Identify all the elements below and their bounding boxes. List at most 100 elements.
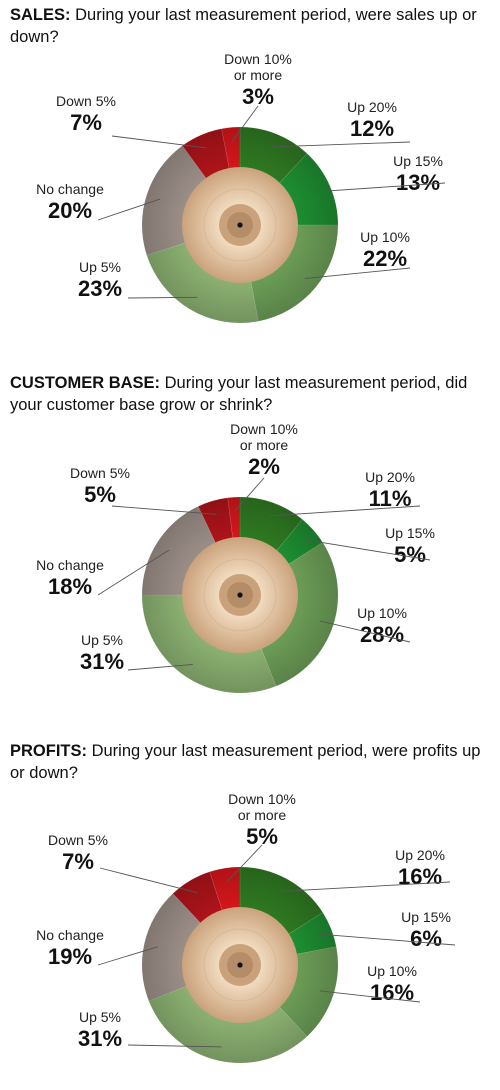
slice-label-value-up-10: 28% [360,622,404,647]
slice-label-down-5: Down 5%7% [56,93,116,135]
leader-line-no-change [97,198,161,221]
cymbal-hole [237,962,243,968]
leader-line-up-15 [317,182,446,193]
leader-line-up-5 [127,1044,222,1048]
leader-line-no-change [97,946,159,966]
slice-label-value-up-5: 23% [78,276,122,301]
slice-label-name-up-15: Up 15% [393,153,443,169]
cymbal-hole [237,222,243,228]
leader-line-down-10 [234,477,265,512]
slice-label-up-10: Up 10%28% [357,605,407,647]
leader-line-up-10 [319,620,411,643]
slice-label-value-no-change: 19% [48,944,92,969]
profits-question: PROFITS: During your last measurement pe… [10,740,490,784]
slice-label-up-5: Up 5%31% [80,632,124,674]
slice-label-value-up-20: 12% [350,116,394,141]
leader-line-up-10 [319,990,421,1003]
slice-label-name-up-10: Up 10% [357,605,407,621]
slice-label-up-10: Up 10%16% [367,963,417,1005]
customer-base-question-text: During your last measurement period, did… [10,374,468,414]
slice-label-name-up-10: Up 10% [367,963,417,979]
leader-line-up-5 [127,664,193,671]
slice-label-up-15: Up 15%13% [393,153,443,195]
customer-base-question: CUSTOMER BASE: During your last measurem… [10,372,490,416]
slice-label-name-down-10: or more [238,807,286,823]
leader-line-up-20 [268,505,421,517]
sales-question: SALES: During your last measurement peri… [10,4,490,48]
leader-line-down-10 [226,844,263,883]
slice-label-value-up-5: 31% [78,1026,122,1051]
slice-label-name-no-change: No change [36,557,104,573]
slice-label-name-up-15: Up 15% [385,525,435,541]
cymbal-hole [237,592,243,598]
sales-pie-chart: Up 20%12% Up 15%13% Up 10%22% Up 5%23% No ch… [36,51,446,324]
slice-label-name-down-5: Down 5% [48,832,108,848]
slice-label-name-up-5: Up 5% [79,259,121,275]
profits-question-lead: PROFITS: [10,742,87,760]
slice-label-name-down-10: Down 10% [228,791,296,807]
slice-label-name-no-change: No change [36,181,104,197]
slice-label-value-up-20: 16% [398,864,442,889]
slice-label-name-down-5: Down 5% [56,93,116,109]
slice-label-value-down-5: 7% [62,849,94,874]
slice-label-name-up-20: Up 20% [365,469,415,485]
sales-question-lead: SALES: [10,6,71,24]
customer-base-question-lead: CUSTOMER BASE: [10,374,161,392]
slice-label-name-no-change: No change [36,927,104,943]
slice-label-value-down-5: 7% [70,110,102,135]
slice-label-value-down-5: 5% [84,482,116,507]
profits-pie-chart: Up 20%16%Up 15%6%Up 10%16%Up 5%31%No cha… [36,791,456,1064]
slice-label-value-up-5: 31% [80,649,124,674]
slice-label-up-15: Up 15%6% [401,909,451,951]
leader-line-no-change [97,549,170,596]
slice-label-down-5: Down 5%7% [48,832,108,874]
cymbal-groove [203,188,277,262]
slice-label-name-up-5: Up 5% [79,1009,121,1025]
slice-label-name-up-15: Up 15% [401,909,451,925]
leader-line-down-5 [111,505,217,515]
slice-label-value-up-15: 6% [410,926,442,951]
slice-label-up-20: Up 20%16% [395,847,445,889]
profits-question-text: During your last measurement period, wer… [10,742,481,782]
slice-label-up-20: Up 20%12% [347,99,397,141]
leader-line-up-20 [270,141,411,148]
slice-label-value-down-10: 5% [246,824,278,849]
cymbal-groove [203,928,277,1002]
leader-line-down-5 [111,135,207,149]
customer-base-pie-chart: Up 20%11%Up 15%5%Up 10%28%Up 5%31%No cha… [36,421,435,694]
slice-label-value-up-10: 16% [370,980,414,1005]
slice-label-name-down-10: or more [240,437,288,453]
leader-line-up-15 [318,933,456,946]
slice-label-name-down-5: Down 5% [70,465,130,481]
slice-label-up-5: Up 5%31% [78,1009,122,1051]
slice-label-name-down-10: or more [234,67,282,83]
slice-label-value-down-10: 3% [242,84,274,109]
leader-line-up-15 [302,539,431,561]
leader-line-down-5 [99,867,198,894]
slice-label-up-10: Up 10%22% [360,229,410,271]
slice-label-name-up-20: Up 20% [347,99,397,115]
leader-line-down-10 [231,105,259,142]
leader-line-up-20 [280,881,451,892]
slice-label-value-no-change: 20% [48,198,92,223]
leader-line-up-5 [127,296,198,299]
slice-label-value-up-15: 5% [394,542,426,567]
slice-label-name-up-5: Up 5% [81,632,123,648]
slice-label-value-down-10: 2% [248,454,280,479]
slice-label-name-up-20: Up 20% [395,847,445,863]
cymbal-groove [203,558,277,632]
sales-question-text: During your last measurement period, wer… [10,6,477,46]
slice-label-name-up-10: Up 10% [360,229,410,245]
leader-line-up-10 [304,267,411,279]
slice-label-up-5: Up 5%23% [78,259,122,301]
slice-label-up-20: Up 20%11% [365,469,415,511]
slice-label-down-5: Down 5%5% [70,465,130,507]
slice-label-value-up-15: 13% [396,170,440,195]
slice-label-up-15: Up 15%5% [385,525,435,567]
